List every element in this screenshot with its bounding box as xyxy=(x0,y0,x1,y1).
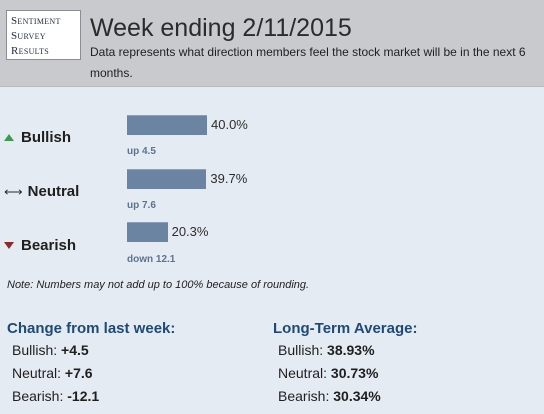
neutral-bar xyxy=(127,169,207,189)
change-bearish: Bearish: -12.1 xyxy=(12,388,99,404)
change-bullish-value: +4.5 xyxy=(61,342,89,358)
change-neutral-label: Neutral: xyxy=(12,365,62,381)
longterm-bullish-label: Bullish: xyxy=(278,342,324,358)
longterm-neutral-value: 30.73% xyxy=(330,365,379,381)
left-right-arrow-icon: ⟷ xyxy=(4,184,23,199)
bullish-change: up 4.5 xyxy=(127,146,156,157)
bearish-change: down 12.1 xyxy=(127,254,176,265)
longterm-bearish: Bearish: 30.34% xyxy=(278,388,381,404)
longterm-section-title: Long-Term Average: xyxy=(273,320,418,337)
logo-line-1: Sentiment xyxy=(11,15,61,27)
down-triangle-icon xyxy=(4,242,14,249)
page-subtitle: Data represents what direction members f… xyxy=(90,45,526,80)
longterm-bullish-value: 38.93% xyxy=(327,342,375,358)
bullish-bar xyxy=(127,115,207,135)
survey-logo: Sentiment Survey Results xyxy=(6,10,81,60)
longterm-bullish: Bullish: 38.93% xyxy=(278,342,375,358)
logo-line-3: Results xyxy=(11,45,50,57)
bearish-label: Bearish xyxy=(21,237,77,254)
neutral-change: up 7.6 xyxy=(127,200,156,211)
change-bullish: Bullish: +4.5 xyxy=(12,342,89,358)
bearish-value: 20.3% xyxy=(171,224,209,239)
change-bearish-value: -12.1 xyxy=(67,388,100,404)
longterm-neutral: Neutral: 30.73% xyxy=(278,365,378,381)
change-neutral: Neutral: +7.6 xyxy=(12,365,93,381)
logo-line-2: Survey xyxy=(11,30,46,42)
neutral-label: Neutral xyxy=(27,183,80,200)
bearish-label-wrap: Bearish xyxy=(4,237,76,254)
page-title: Week ending 2/11/2015 xyxy=(90,14,352,42)
bullish-label: Bullish xyxy=(21,129,72,146)
rounding-note: Note: Numbers may not add up to 100% bec… xyxy=(7,279,310,291)
longterm-bearish-label: Bearish: xyxy=(278,388,330,404)
change-neutral-value: +7.6 xyxy=(64,365,93,381)
header: Sentiment Survey Results Week ending 2/1… xyxy=(0,0,544,87)
change-bullish-label: Bullish: xyxy=(12,342,58,358)
up-triangle-icon xyxy=(4,134,14,141)
neutral-label-wrap: ⟷ Neutral xyxy=(4,183,79,200)
change-section-title: Change from last week: xyxy=(7,320,176,337)
change-bearish-label: Bearish: xyxy=(12,388,64,404)
bearish-bar xyxy=(127,222,168,242)
bullish-value: 40.0% xyxy=(211,117,248,132)
longterm-neutral-label: Neutral: xyxy=(278,365,328,381)
neutral-value: 39.7% xyxy=(210,171,248,186)
bullish-label-wrap: Bullish xyxy=(4,129,71,146)
longterm-bearish-value: 30.34% xyxy=(333,388,381,404)
